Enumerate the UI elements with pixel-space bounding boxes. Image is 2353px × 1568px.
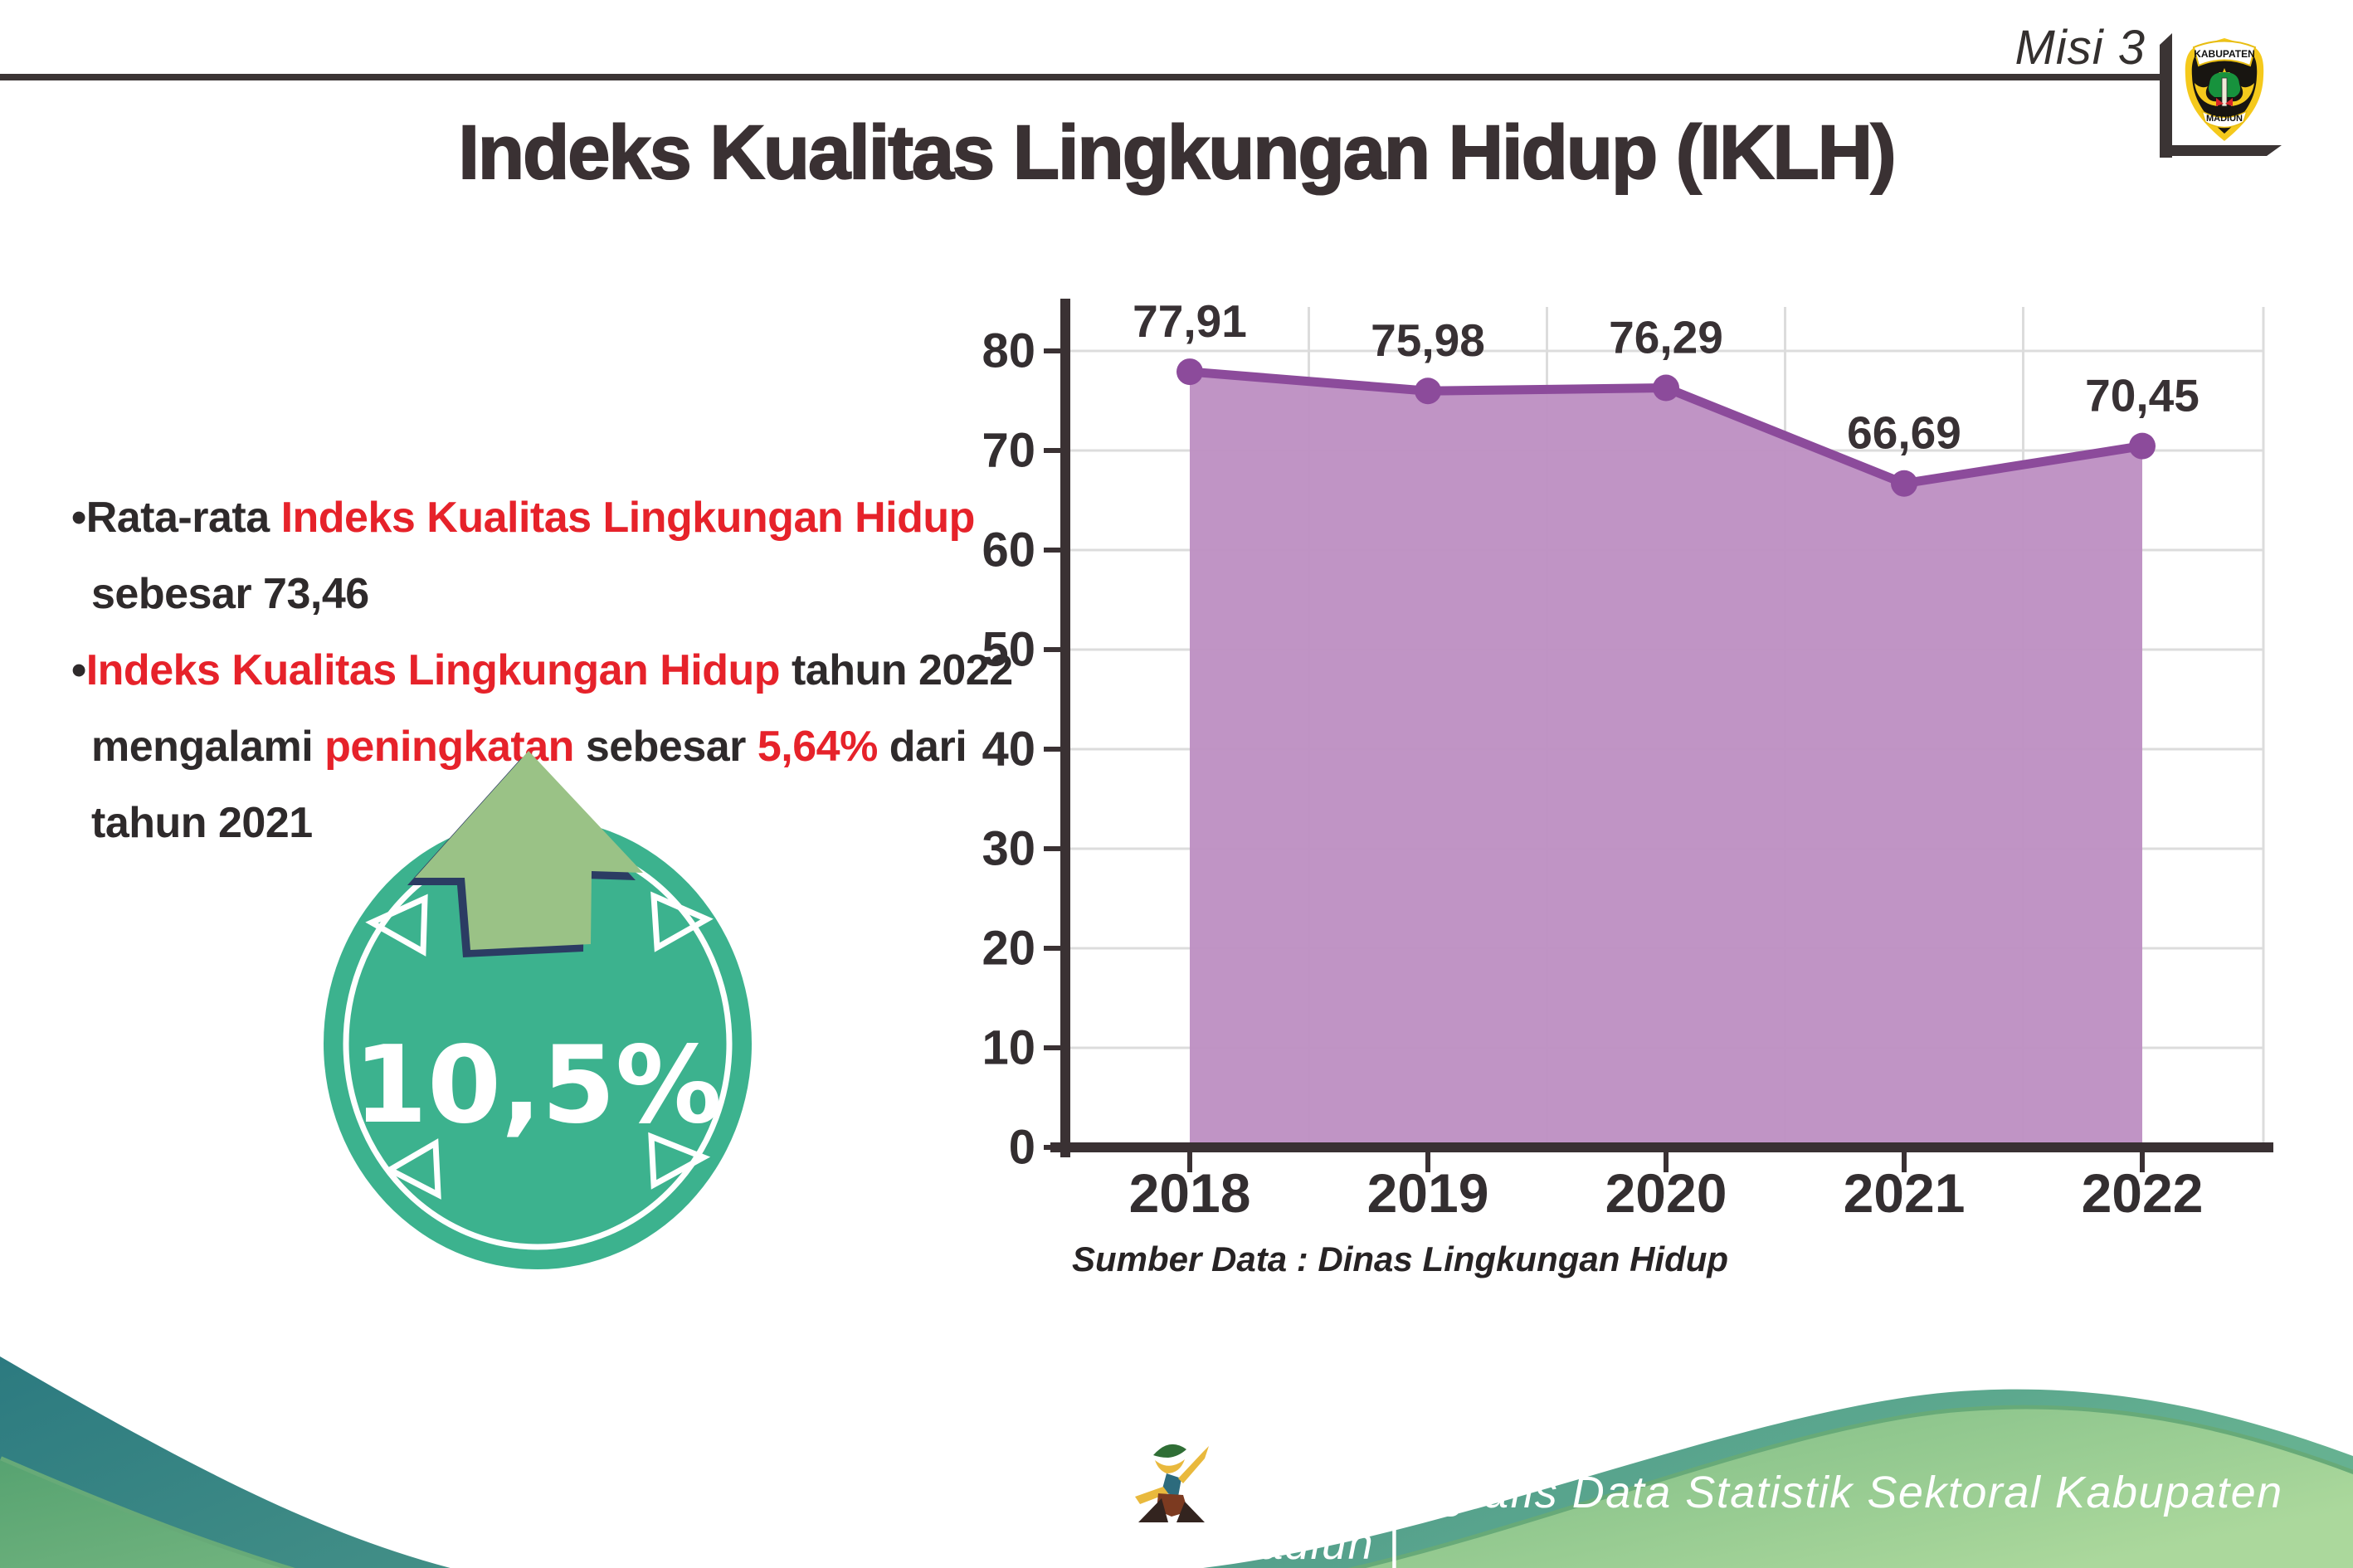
logo-bottom-banner	[2200, 110, 2248, 129]
logo-red-ribbon-right	[2225, 98, 2233, 106]
data-point-label: 70,45	[2085, 370, 2200, 421]
y-axis-tick-label: 0	[1009, 1121, 1035, 1175]
page-title: Indeks Kualitas Lingkungan Hidup (IKLH)	[457, 110, 1897, 196]
data-point-label: 77,91	[1133, 295, 1247, 347]
y-axis-tick-label: 50	[982, 623, 1035, 677]
y-axis-tick-label: 20	[982, 922, 1035, 976]
bullet-text-segment: •	[71, 646, 86, 694]
x-axis-tick-label: 2021	[1844, 1162, 1966, 1224]
x-axis-tick	[2140, 1152, 2145, 1172]
logo-bottom-text: MADIUN	[2206, 114, 2243, 124]
kabupaten-madiun-logo: KABUPATEN MADIUN	[2185, 38, 2264, 141]
bullet-text-segment: •Rata-rata	[71, 494, 281, 542]
badge-tick-top-left	[365, 894, 428, 957]
data-point-marker	[1653, 374, 1679, 402]
y-axis-tick	[1044, 448, 1060, 453]
y-axis-line	[1060, 299, 1070, 1157]
source-note: Sumber Data : Dinas Lingkungan Hidup	[1072, 1239, 1729, 1278]
badge-circle	[324, 818, 752, 1269]
data-point-marker	[1415, 377, 1441, 405]
x-axis-tick-label: 2020	[1605, 1162, 1727, 1224]
data-point-label: 75,98	[1371, 314, 1485, 366]
logo-corner-frame-horizontal	[2160, 145, 2282, 156]
y-axis-tick	[1044, 747, 1060, 752]
badge-value: 10,5%	[353, 1024, 722, 1147]
data-point-marker	[2129, 432, 2156, 460]
data-point-label: 76,29	[1609, 312, 1723, 363]
y-axis-tick-label: 60	[982, 523, 1035, 577]
x-axis-tick-label: 2022	[2082, 1162, 2204, 1224]
summary-bullets: •Rata-rata Indeks Kualitas Lingkungan Hi…	[71, 480, 1075, 861]
data-point-marker	[1176, 358, 1203, 386]
logo-top-banner	[2192, 40, 2257, 67]
growth-badge: 10,5%	[324, 751, 752, 1269]
bullet-item: •Indeks Kualitas Lingkungan Hidup tahun …	[71, 632, 1075, 861]
x-axis-tick	[1664, 1152, 1669, 1172]
logo-right-wing-icon	[2231, 83, 2254, 106]
up-arrow-icon	[415, 751, 643, 950]
footer-waves	[0, 1356, 2353, 1568]
bullet-text-segment: Indeks Kualitas Lingkungan Hidup	[280, 494, 976, 542]
bullet-text-segment: dari	[877, 723, 967, 771]
y-axis-tick	[1044, 1145, 1060, 1150]
series-area	[1190, 372, 2142, 1147]
data-point-marker	[1891, 470, 1917, 497]
badge-tick-top-right	[650, 891, 714, 952]
header-rule	[0, 74, 2161, 80]
y-axis-tick	[1044, 946, 1060, 951]
logo-corner-frame-vertical	[2160, 33, 2172, 158]
iklh-area-chart: 0 10 20 30 40 50 60 70 80 2018 2019 2020 2021 2022 77,…	[982, 295, 2273, 1224]
x-axis-tick-label: 2018	[1129, 1162, 1251, 1224]
bullet-text-segment: 5,64%	[757, 723, 878, 771]
green-wave	[0, 1409, 2353, 1568]
x-axis-tick	[1902, 1152, 1907, 1172]
y-axis-tick-label: 40	[982, 723, 1035, 777]
mission-label: Misi 3	[2014, 21, 2146, 75]
bullet-text-segment: mengalami	[91, 723, 325, 771]
logo-top-text: KABUPATEN	[2194, 48, 2255, 60]
x-axis-tick	[1425, 1152, 1430, 1172]
logo-red-ribbon-left	[2216, 98, 2224, 106]
y-axis-tick-label: 70	[982, 424, 1035, 478]
bullet-text-segment: Indeks Kualitas Lingkungan Hidup	[85, 646, 781, 694]
y-axis-tick	[1044, 548, 1060, 553]
x-axis-tick	[1187, 1152, 1192, 1172]
bullet-text-segment: tahun 2021	[91, 799, 313, 847]
logo-monument	[2221, 77, 2228, 107]
bullet-text-segment: sebesar	[573, 723, 758, 771]
logo-left-wing-icon	[2195, 83, 2218, 106]
y-axis-tick	[1044, 647, 1060, 652]
badge-tick-bottom-left	[383, 1138, 441, 1200]
data-point-label: 66,69	[1847, 407, 1961, 459]
bullet-item: •Rata-rata Indeks Kualitas Lingkungan Hi…	[71, 480, 1075, 632]
y-axis-tick-label: 10	[982, 1021, 1035, 1075]
y-axis-tick	[1044, 1045, 1060, 1050]
y-axis-tick-label: 30	[982, 822, 1035, 876]
x-axis-tick-label: 2019	[1367, 1162, 1489, 1224]
y-axis-tick-label: 80	[982, 324, 1035, 378]
mascot-icon	[1127, 1437, 1216, 1529]
bullet-text-segment: sebesar 73,46	[91, 570, 369, 618]
y-axis-tick	[1044, 348, 1060, 353]
y-axis-tick	[1044, 846, 1060, 851]
badge-tick-bottom-right	[648, 1132, 711, 1190]
bullet-text-segment: tahun 2022	[780, 646, 1013, 694]
x-axis-line	[1050, 1142, 2273, 1152]
footer-caption: Media Infografis Data Statistik Sektoral…	[1220, 1468, 2283, 1568]
